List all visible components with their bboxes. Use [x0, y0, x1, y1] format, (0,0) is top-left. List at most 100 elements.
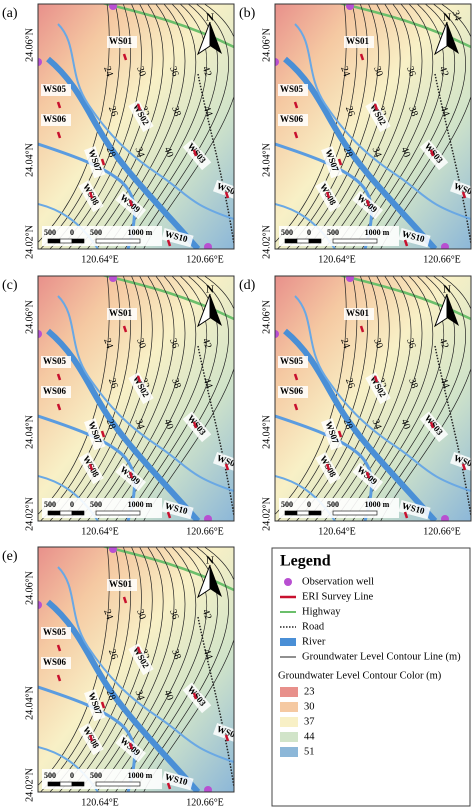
site-label: WS05: [280, 356, 304, 366]
map-panel: (c)24262830323436384042444650WS01WS02WS0…: [2, 275, 235, 537]
latitude-label: 24.02°N: [24, 768, 35, 802]
site-label: WS01: [109, 36, 133, 46]
site-label-box: [161, 227, 194, 248]
map-panel: (b)2426283032343638404244464834WS01WS02W…: [239, 3, 472, 265]
eri-survey-line: [403, 511, 409, 519]
contour-label: 40: [161, 418, 175, 431]
panel-label: (e): [2, 549, 18, 564]
eri-survey-line: [56, 131, 62, 139]
river: [38, 414, 137, 521]
eri-survey-line: [136, 375, 142, 383]
eri-survey-line: [56, 674, 62, 682]
site-label-box: [161, 770, 194, 791]
contour-label: 42: [200, 608, 214, 621]
eri-survey-line: [325, 191, 331, 199]
contour-label: 38: [169, 377, 183, 390]
contour-label: 34: [133, 418, 147, 431]
longitude-label: 120.66°E: [186, 797, 224, 808]
map-frame: [274, 275, 472, 522]
panel-label: (d): [239, 278, 256, 293]
eri-survey-line: [461, 191, 467, 199]
latitude-label: 24.04°N: [24, 686, 35, 720]
site-label-box: [419, 411, 449, 443]
legend-label: ERI Survey Line: [302, 591, 373, 602]
site: WS10: [161, 499, 194, 520]
site-label-box: [278, 356, 308, 368]
scale-bar: 500 0 500 1000 m: [42, 769, 162, 789]
road: [197, 616, 234, 788]
north-arrow: N: [196, 284, 222, 328]
site: WS10: [398, 227, 431, 248]
scale-bar-segment: [71, 510, 85, 516]
eri-survey-line: [224, 191, 230, 199]
contour-label: 24: [101, 608, 115, 621]
site-label-box: [213, 180, 234, 202]
site-label-box: [213, 452, 234, 474]
site-label: WS05: [43, 356, 67, 366]
observation-well: [38, 330, 42, 338]
contour-label: 48: [233, 65, 247, 78]
observation-well: [109, 547, 117, 553]
site-label: WS05: [43, 84, 67, 94]
eri-survey-line: [100, 430, 106, 438]
scale-bar-label: 1000 m: [365, 500, 390, 509]
legend-label: Groundwater Level Contour Line (m): [302, 651, 461, 662]
site-label-box: [213, 723, 234, 745]
scale-bar-label: 500: [281, 500, 293, 509]
eri-survey-line: [192, 692, 198, 700]
scale-bar-label: 500: [327, 228, 339, 237]
contour-label: 30: [134, 337, 148, 350]
site-label: WS01: [109, 308, 133, 318]
legend-color-label: 37: [304, 716, 315, 727]
site-label-box: [398, 227, 431, 248]
river: [275, 414, 374, 521]
contour-label: 38: [406, 377, 420, 390]
site-label-box: [344, 308, 374, 320]
site-label-box: [161, 499, 194, 520]
contour-label: 34: [370, 418, 384, 431]
river: [294, 295, 471, 492]
eri-survey-line: [403, 239, 409, 247]
eri-survey-line: [224, 734, 230, 742]
site-label-box: [398, 499, 431, 520]
longitude-label: 120.66°E: [423, 526, 461, 537]
scale-bar: 500 0 500 1000 m: [279, 498, 399, 518]
site-label-box: [278, 386, 308, 398]
eri-survey-line: [128, 742, 134, 750]
contour-label: 34: [133, 689, 147, 702]
latitude-label: 24.04°N: [261, 415, 272, 449]
eri-survey-line: [56, 373, 62, 381]
contour-label: 28: [104, 146, 118, 159]
river: [38, 142, 137, 249]
contour-label: 28: [341, 418, 355, 431]
longitude-label: 120.64°E: [81, 797, 119, 808]
site-label: WS06: [43, 657, 67, 667]
site-label-box: [182, 411, 212, 443]
eri-survey-line: [429, 149, 435, 157]
site-label-box: [107, 308, 137, 320]
site-label-box: [107, 579, 137, 591]
site-label-box: [321, 146, 343, 179]
site-label-box: [450, 180, 471, 202]
legend-symbol: [280, 638, 296, 646]
scale-bar-label: 1000 m: [128, 771, 153, 780]
site: WS05: [41, 84, 71, 96]
site: WS06: [278, 386, 308, 398]
contour-label: 40: [161, 689, 175, 702]
scale-bar-label: 500: [44, 771, 56, 780]
eri-survey-line: [56, 403, 62, 411]
observation-well: [441, 515, 449, 521]
contour-label: 44: [201, 105, 215, 118]
road: [197, 345, 234, 517]
site-label: WS05: [280, 84, 304, 94]
scale-bar-segment: [59, 781, 73, 787]
site: WS01: [344, 308, 374, 320]
site-label-box: [321, 418, 343, 451]
contour-label: 30: [371, 337, 385, 350]
legend-swatch: [280, 687, 298, 697]
scale-bar-segment: [332, 510, 378, 516]
contour-label: 30: [134, 608, 148, 621]
site-label-box: [182, 682, 212, 714]
contour-label: 36: [404, 337, 418, 350]
map-area: 2426283032343638404244464834WS01WS02WS03…: [274, 3, 472, 250]
